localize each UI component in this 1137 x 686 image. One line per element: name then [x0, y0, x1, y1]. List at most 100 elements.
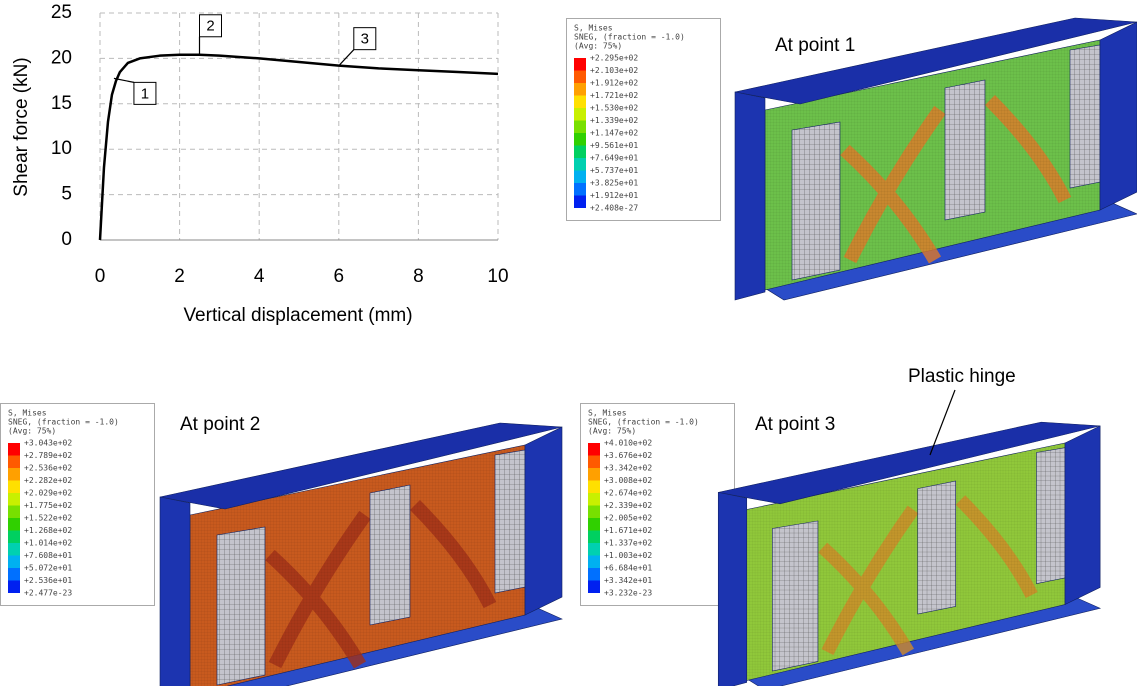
- y-tick-label: 5: [61, 184, 72, 205]
- end-plate: [525, 427, 562, 615]
- legend-swatch: [8, 481, 20, 494]
- callout-label: 2: [206, 18, 214, 35]
- stiffener: [495, 450, 525, 593]
- legend-level: +1.268e+02: [24, 526, 72, 535]
- legend-swatch: [588, 493, 600, 506]
- y-tick-label: 20: [51, 47, 72, 68]
- legend-swatch: [574, 71, 586, 84]
- stiffener: [918, 481, 956, 614]
- beam-model: [160, 423, 562, 686]
- legend-level: +2.536e+01: [24, 576, 72, 585]
- legend-swatch: [574, 108, 586, 121]
- legend-level: +2.536e+02: [24, 464, 72, 473]
- legend-level: +1.912e+01: [590, 191, 638, 200]
- legend-level: +2.674e+02: [604, 489, 652, 498]
- legend-swatch: [8, 568, 20, 581]
- legend-swatch: [574, 58, 586, 71]
- legend-level: +2.477e-23: [24, 589, 72, 598]
- legend-header: S, Mises: [8, 409, 47, 418]
- legend-level: +3.342e+01: [604, 576, 652, 585]
- end-plate: [718, 492, 747, 686]
- y-tick-label: 0: [61, 229, 72, 250]
- x-tick-label: 6: [334, 266, 345, 287]
- legend-swatch: [8, 456, 20, 469]
- legend-level: +2.408e-27: [590, 204, 638, 213]
- legend-level: +6.684e+01: [604, 564, 652, 573]
- legend-level: +1.014e+02: [24, 539, 72, 548]
- legend-level: +7.649e+01: [590, 154, 638, 163]
- legend-level: +1.721e+02: [590, 91, 638, 100]
- legend-level: +1.522e+02: [24, 514, 72, 523]
- legend-level: +1.147e+02: [590, 129, 638, 138]
- annotation: Plastic hinge: [908, 366, 1016, 387]
- legend-swatch: [8, 468, 20, 481]
- end-plate: [735, 92, 765, 300]
- legend-level: +5.072e+01: [24, 564, 72, 573]
- stiffener: [945, 80, 985, 220]
- legend-level: +5.737e+01: [590, 166, 638, 175]
- legend-header: SNEG, (fraction = -1.0): [8, 418, 119, 427]
- x-tick-label: 8: [413, 266, 424, 287]
- legend-swatch: [574, 83, 586, 96]
- stiffener: [1037, 448, 1066, 584]
- legend-level: +3.825e+01: [590, 179, 638, 188]
- callout-label: 3: [361, 31, 369, 48]
- legend-swatch: [574, 171, 586, 184]
- legend-level: +1.530e+02: [590, 104, 638, 113]
- legend-swatch: [8, 506, 20, 519]
- legend-swatch: [588, 481, 600, 494]
- legend-level: +3.342e+02: [604, 464, 652, 473]
- legend-level: +7.608e+01: [24, 551, 72, 560]
- legend-level: +2.005e+02: [604, 514, 652, 523]
- contour-panels: S, MisesSNEG, (fraction = -1.0)(Avg: 75%…: [1, 18, 1137, 686]
- legend-header: SNEG, (fraction = -1.0): [588, 418, 699, 427]
- legend-swatch: [588, 581, 600, 594]
- panel-title: At point 1: [775, 35, 855, 56]
- end-plate: [1065, 426, 1100, 605]
- x-tick-label: 4: [254, 266, 265, 287]
- stiffener: [792, 122, 840, 280]
- legend-swatch: [574, 196, 586, 209]
- legend-level: +1.912e+02: [590, 79, 638, 88]
- legend-level: +2.339e+02: [604, 501, 652, 510]
- leader-line: [339, 50, 354, 66]
- legend-header: SNEG, (fraction = -1.0): [574, 33, 685, 42]
- legend-swatch: [8, 493, 20, 506]
- legend-swatch: [574, 121, 586, 134]
- y-tick-label: 10: [51, 138, 72, 159]
- legend-header: (Avg: 75%): [588, 427, 636, 436]
- legend-level: +1.003e+02: [604, 551, 652, 560]
- plot: 05101520250246810123: [51, 2, 509, 287]
- legend-swatch: [588, 468, 600, 481]
- legend-swatch: [574, 146, 586, 159]
- legend-level: +1.671e+02: [604, 526, 652, 535]
- legend-level: +1.337e+02: [604, 539, 652, 548]
- stiffener: [370, 485, 410, 625]
- legend-swatch: [588, 531, 600, 544]
- data-line: [100, 55, 498, 240]
- x-tick-label: 2: [174, 266, 185, 287]
- x-axis-title: Vertical displacement (mm): [183, 305, 412, 326]
- legend-swatch: [574, 96, 586, 109]
- legend-swatch: [8, 518, 20, 531]
- legend-level: +4.010e+02: [604, 439, 652, 448]
- legend-level: +9.561e+01: [590, 141, 638, 150]
- legend-swatch: [588, 543, 600, 556]
- figure: Shear force (kN) Vertical displacement (…: [0, 0, 1137, 686]
- legend-swatch: [588, 568, 600, 581]
- legend-level: +1.339e+02: [590, 116, 638, 125]
- legend-level: +2.789e+02: [24, 451, 72, 460]
- legend-level: +3.232e-23: [604, 589, 652, 598]
- beam-model: [718, 422, 1100, 686]
- legend-swatch: [574, 158, 586, 171]
- legend-level: +2.029e+02: [24, 489, 72, 498]
- legend-swatch: [574, 133, 586, 146]
- legend-level: +1.775e+02: [24, 501, 72, 510]
- panel-title: At point 2: [180, 414, 260, 435]
- x-tick-label: 0: [95, 266, 106, 287]
- legend-swatch: [8, 443, 20, 456]
- panel-title: At point 3: [755, 414, 835, 435]
- legend-header: S, Mises: [574, 24, 613, 33]
